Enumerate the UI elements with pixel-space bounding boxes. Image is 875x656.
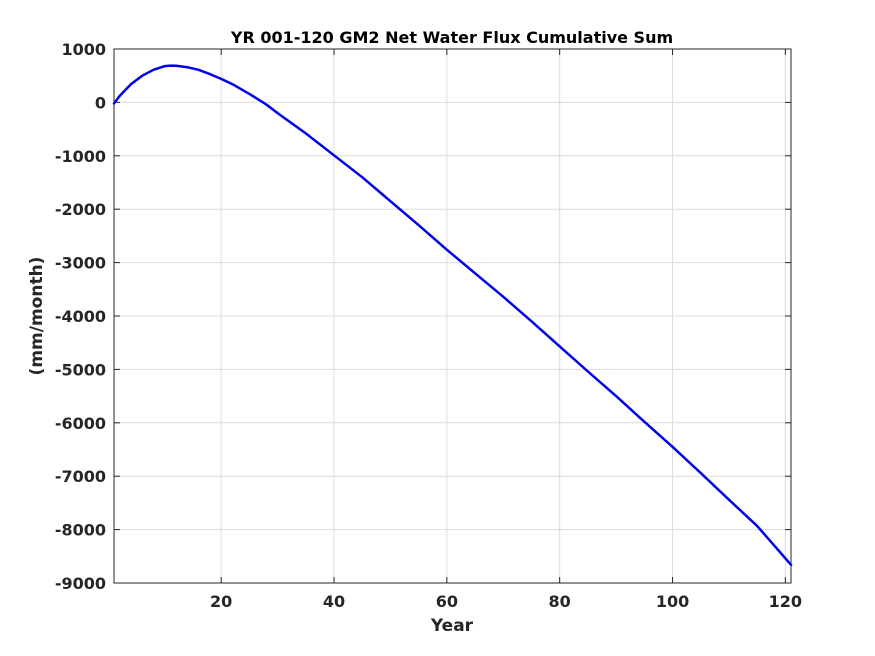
y-tick-label: -7000 — [55, 467, 106, 486]
y-tick-label: -2000 — [55, 200, 106, 219]
x-tick-label: 80 — [549, 592, 571, 611]
axis-ticks: 20 40 60 80 100 120 1000 0 -1000 -2000 -3000 -4000 -… — [55, 40, 802, 611]
x-tick-label: 20 — [210, 592, 232, 611]
x-tick-label: 120 — [769, 592, 802, 611]
y-tick-label: -6000 — [55, 414, 106, 433]
y-tick-label: -4000 — [55, 307, 106, 326]
series-group — [112, 64, 793, 567]
x-tick-label: 60 — [436, 592, 458, 611]
y-tick-label: 0 — [95, 93, 106, 112]
chart-title: YR 001-120 GM2 Net Water Flux Cumulative… — [230, 28, 673, 47]
y-tick-label: -8000 — [55, 521, 106, 540]
y-tick-label: -1000 — [55, 147, 106, 166]
y-tick-label: -3000 — [55, 254, 106, 273]
series-line — [112, 64, 793, 567]
x-tick-label: 40 — [323, 592, 345, 611]
grid — [114, 48, 791, 584]
y-tick-label: 1000 — [61, 40, 106, 59]
y-tick-label: -5000 — [55, 360, 106, 379]
x-tick-label: 100 — [656, 592, 689, 611]
y-tick-label: -9000 — [55, 574, 106, 593]
y-axis-label: (mm/month) — [27, 257, 47, 376]
x-axis-label: Year — [430, 616, 474, 636]
